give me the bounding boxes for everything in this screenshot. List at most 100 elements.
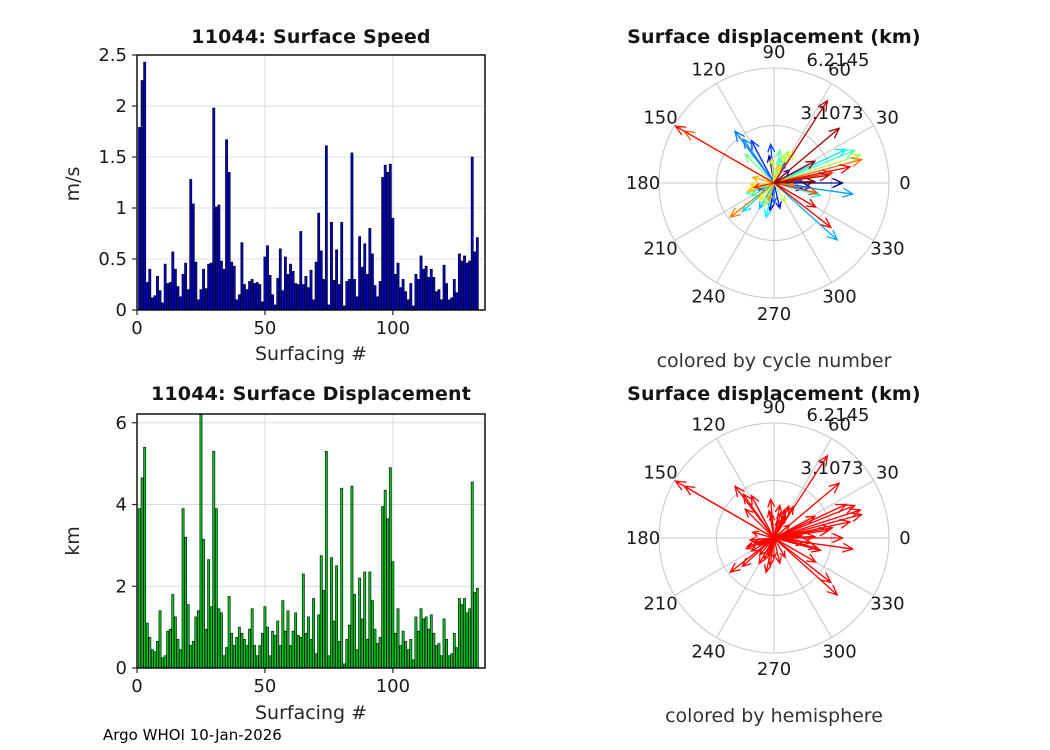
bar (227, 596, 231, 669)
bar (258, 284, 262, 311)
bar (465, 262, 469, 311)
displacement-arrow (773, 515, 817, 539)
speed-chart-title: 11044: Surface Speed (191, 26, 431, 48)
bar (317, 212, 321, 311)
displacement-arrow (773, 149, 857, 184)
bar (181, 508, 185, 669)
bar (217, 204, 221, 311)
bar (399, 287, 402, 311)
bar (399, 645, 402, 669)
bar (355, 649, 359, 669)
displacement-arrow (728, 182, 775, 219)
bar (161, 302, 164, 311)
bar (197, 299, 200, 311)
displacement-arrow (773, 182, 833, 229)
y-tick-label: 0 (116, 658, 127, 679)
bar (273, 304, 277, 311)
bar (304, 276, 308, 311)
bar (365, 273, 369, 311)
angle-tick-label: 120 (691, 415, 725, 436)
displacement-arrow (773, 526, 831, 539)
bar (199, 289, 203, 311)
bar (245, 289, 249, 311)
bar (473, 251, 477, 311)
bar (358, 236, 362, 311)
bar (156, 276, 159, 311)
bar (214, 206, 218, 311)
radius-tick-label: 3.1073 (801, 103, 864, 124)
bar (445, 283, 449, 311)
speed-x-axis-label: Surfacing # (254, 343, 368, 365)
bar (319, 250, 323, 311)
bar (278, 645, 282, 669)
displacement-arrow (752, 537, 775, 545)
bar (330, 221, 333, 311)
bar (445, 639, 449, 669)
bar (340, 221, 344, 311)
displacement-arrow (773, 503, 848, 539)
bar (225, 647, 228, 669)
bar (143, 446, 147, 669)
bar (171, 594, 175, 669)
bar (388, 467, 392, 669)
bar (345, 281, 349, 311)
bar (394, 273, 397, 311)
bar (168, 628, 172, 669)
cycle-polar-title: Surface displacement (km) (627, 26, 921, 48)
bar (220, 260, 223, 311)
bar (276, 278, 280, 311)
bar (176, 639, 180, 669)
bar (347, 279, 351, 311)
displacement-arrow (773, 532, 817, 542)
bar (268, 655, 272, 669)
bar (266, 245, 269, 311)
angle-tick-label: 270 (757, 304, 791, 325)
bar (194, 261, 198, 311)
bar (222, 655, 226, 669)
bar (440, 299, 443, 311)
bar (429, 268, 433, 311)
x-tick-label: 0 (131, 318, 142, 339)
bar (199, 414, 203, 669)
bar (401, 279, 405, 311)
bar (301, 284, 305, 311)
bar (258, 645, 262, 669)
angle-tick-label: 210 (643, 239, 677, 260)
displacement-arrow (773, 182, 855, 198)
bar (209, 262, 213, 311)
displacement-arrow (770, 538, 778, 560)
y-tick-label: 0.5 (98, 249, 127, 270)
bar (202, 538, 205, 669)
speed-y-axis-label: m/s (62, 166, 84, 202)
bar (148, 637, 152, 669)
bar (411, 659, 415, 669)
bar (396, 608, 400, 669)
displacement-arrow (773, 171, 831, 184)
displacement-chart-title: 11044: Surface Displacement (150, 383, 472, 405)
x-tick-label: 50 (253, 318, 276, 339)
bar (363, 243, 367, 311)
bar (322, 590, 326, 669)
displacement-arrow (773, 537, 833, 584)
bar (332, 280, 336, 311)
bar (455, 647, 459, 669)
displacement-arrow (770, 183, 778, 205)
bar (335, 565, 338, 669)
bar (222, 268, 226, 311)
angle-tick-label: 150 (643, 108, 677, 129)
bar (309, 269, 313, 311)
displacement-arrow (773, 148, 848, 184)
bar (294, 283, 298, 311)
bar (404, 641, 408, 669)
bar (273, 635, 277, 669)
bar (263, 256, 267, 311)
displacement-arrow (773, 163, 852, 184)
displacement-arrow (773, 454, 829, 539)
displacement-arrow (773, 182, 819, 196)
bar (473, 592, 477, 669)
bar (173, 268, 177, 311)
bar (432, 277, 436, 311)
bar (475, 587, 479, 669)
radius-tick-label: 6.2145 (807, 50, 870, 71)
